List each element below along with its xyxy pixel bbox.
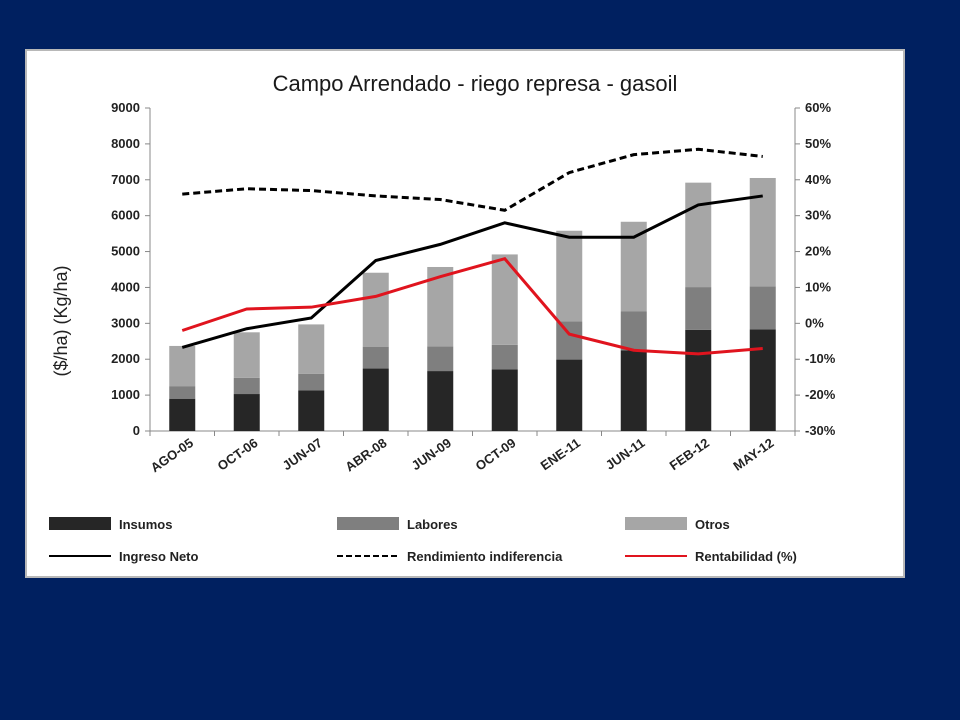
y-tick-label: 7000 xyxy=(111,172,140,187)
line-rendimiento-indiferencia xyxy=(182,147,763,212)
y2-tick-label: 10% xyxy=(805,279,831,294)
bar-insumos xyxy=(749,329,776,431)
legend-swatch xyxy=(625,517,687,530)
x-tick-label: MAY-12 xyxy=(730,435,776,474)
y-tick-label: 8000 xyxy=(111,136,140,151)
legend-label: Insumos xyxy=(119,517,172,532)
x-tick-label: OCT-06 xyxy=(215,435,261,473)
legend-swatch xyxy=(49,517,111,530)
x-tick-label: AGO-05 xyxy=(148,435,196,475)
bar-otros xyxy=(233,332,260,378)
x-tick-label: JUN-09 xyxy=(409,435,454,473)
bar-labores xyxy=(298,373,325,391)
y2-tick-label: -10% xyxy=(805,351,836,366)
y-tick-label: 3000 xyxy=(111,315,140,330)
line-ingreso-neto xyxy=(181,194,763,349)
bar-labores xyxy=(556,321,583,360)
bar-otros xyxy=(620,221,647,312)
bar-labores xyxy=(362,346,389,369)
bar-labores xyxy=(427,346,454,372)
y-tick-label: 4000 xyxy=(111,279,140,294)
chart-title: Campo Arrendado - riego represa - gasoil xyxy=(273,71,678,96)
bar-insumos xyxy=(491,369,518,431)
bar-otros xyxy=(556,230,583,322)
y2-tick-label: 40% xyxy=(805,172,831,187)
legend: Insumos Labores Otros Ingreso Neto Rendimien… xyxy=(49,517,797,564)
bar-otros xyxy=(362,272,389,347)
x-tick-label: ENE-11 xyxy=(538,435,583,473)
bar-insumos xyxy=(620,350,647,431)
y2-tick-label: 30% xyxy=(805,208,831,223)
bar-labores xyxy=(749,286,776,330)
bar-otros xyxy=(685,182,712,288)
plot-area: 0 1000 2000 3000 4000 5000 6000 7000 8000 9000 -30… xyxy=(111,100,836,475)
x-tick-label: OCT-09 xyxy=(473,435,519,473)
legend-swatch xyxy=(337,517,399,530)
bar-otros xyxy=(298,324,325,374)
bar-insumos xyxy=(556,359,583,431)
y-tick-label: 5000 xyxy=(111,244,140,259)
legend-label: Ingreso Neto xyxy=(119,549,199,564)
legend-label: Rendimiento indiferencia xyxy=(407,549,563,564)
bar-insumos xyxy=(298,390,325,431)
y2-tick-label: 20% xyxy=(805,244,831,259)
y2-tick-label: 0% xyxy=(805,315,824,330)
combo-chart: Campo Arrendado - riego represa - gasoil… xyxy=(49,71,836,564)
y-tick-label: 2000 xyxy=(111,351,140,366)
bar-insumos xyxy=(233,394,260,431)
y-axis-label: ($/ha) (Kg/ha) xyxy=(51,265,71,376)
bar-insumos xyxy=(362,368,389,431)
bar-labores xyxy=(233,377,260,395)
y2-tick-label: 60% xyxy=(805,100,831,115)
bar-insumos xyxy=(427,371,454,431)
bar-otros xyxy=(169,345,196,387)
legend-label: Labores xyxy=(407,517,458,532)
chart-frame: Campo Arrendado - riego represa - gasoil… xyxy=(25,49,905,578)
y-tick-label: 1000 xyxy=(111,387,140,402)
x-tick-label: JUN-11 xyxy=(603,435,648,473)
bar-labores xyxy=(620,311,647,351)
line-rentabilidad xyxy=(181,257,763,356)
x-tick-label: FEB-12 xyxy=(667,435,712,473)
legend-label: Otros xyxy=(695,517,730,532)
x-tick-label: ABR-08 xyxy=(342,435,389,474)
x-tick-label: JUN-07 xyxy=(280,435,325,473)
bar-labores xyxy=(685,287,712,330)
bar-labores xyxy=(169,386,196,399)
legend-label: Rentabilidad (%) xyxy=(695,549,797,564)
y2-tick-label: 50% xyxy=(805,136,831,151)
y2-tick-label: -30% xyxy=(805,423,836,438)
y-tick-label: 6000 xyxy=(111,208,140,223)
bar-insumos xyxy=(685,329,712,431)
y-tick-label: 0 xyxy=(133,423,140,438)
bar-otros xyxy=(749,177,776,287)
y-tick-label: 9000 xyxy=(111,100,140,115)
y2-tick-label: -20% xyxy=(805,387,836,402)
bar-labores xyxy=(491,344,518,370)
bar-insumos xyxy=(169,398,196,431)
